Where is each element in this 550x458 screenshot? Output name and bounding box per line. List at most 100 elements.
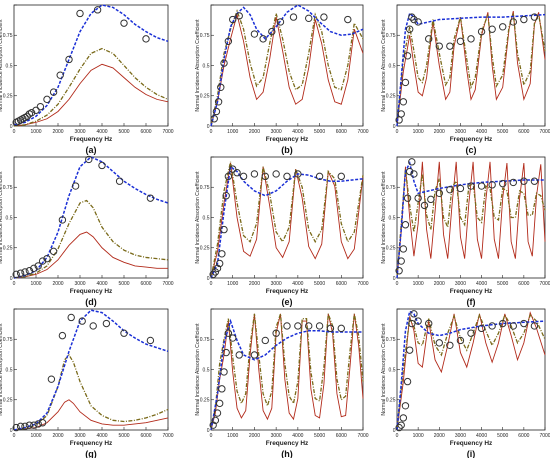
series-line-olive [210,313,364,431]
x-axis-label: Frequency Hz [70,440,113,447]
y-tick-label: 0 [207,428,210,434]
measured-point [435,339,443,347]
measured-point [76,9,84,18]
measured-point [213,409,222,417]
measured-point [146,336,155,345]
y-axis-label: Normal Incidence Absorption Coefficient [195,323,201,416]
measured-point [408,319,416,328]
panel-label: (i) [467,449,476,458]
measured-point [98,161,106,170]
plot-frame [210,156,364,279]
x-tick-label: 0 [396,129,399,135]
x-tick-label: 5000 [497,281,508,287]
x-tick-label: 6000 [518,433,529,439]
measured-point [220,59,228,67]
x-tick-label: 2000 [52,129,63,135]
measured-point [446,42,454,50]
measured-point [268,27,276,36]
measured-point [344,15,352,24]
x-tick-label: 7000 [357,129,368,135]
measured-point [403,52,412,60]
y-tick-label: 0.5 [6,63,13,69]
y-tick-label: 0.25 [200,94,210,100]
measured-point [272,329,280,337]
measured-point [93,6,102,14]
x-tick-label: 6000 [336,281,347,287]
y-tick-label: 0.5 [6,215,13,221]
x-tick-label: 4000 [96,281,107,287]
y-tick-label: 0.75 [200,185,210,191]
measured-point [289,13,298,21]
measured-point [446,185,454,194]
x-tick-label: 0 [210,433,213,439]
measured-point [32,106,40,114]
x-tick-label: 3000 [74,129,85,135]
measured-point [405,25,414,33]
y-tick-label: 0.25 [200,246,210,252]
series-line-blue [210,4,364,127]
measured-point [23,112,31,121]
measured-point [509,178,517,187]
x-tick-label: 7000 [539,281,550,287]
y-tick-label: 0.5 [389,63,396,69]
measured-point [397,110,405,118]
panel-label: (h) [281,449,293,458]
series-line-red [210,313,364,431]
x-tick-label: 7000 [539,129,550,135]
y-tick-label: 0.5 [389,215,396,221]
measured-point [414,317,422,325]
measured-point [456,336,465,345]
x-tick-label: 5000 [314,129,325,135]
measured-point [229,15,237,24]
measured-point [456,184,465,193]
measured-point [509,322,517,330]
x-tick-label: 4000 [96,129,107,135]
measured-point [215,259,224,268]
x-tick-label: 7000 [162,129,173,135]
measured-point [425,35,433,43]
y-axis-label: Normal Incidence Absorption Coefficient [381,19,387,112]
x-tick-label: 6000 [336,433,347,439]
measured-point [399,98,408,106]
x-tick-label: 2000 [434,129,445,135]
series-line-blue [210,318,363,431]
x-tick-label: 1000 [413,129,424,135]
x-tick-label: 6000 [140,129,151,135]
y-axis-label: Normal Incidence Absorption Coefficient [0,171,4,264]
x-tick-label: 1000 [227,281,238,287]
x-tick-label: 4000 [476,281,487,287]
x-tick-label: 2000 [249,281,260,287]
x-tick-label: 3000 [271,281,282,287]
series-line-olive [396,169,546,279]
measured-point [250,351,259,359]
panel-label: (d) [85,297,97,307]
measured-point [435,189,443,198]
measured-point [408,158,416,166]
measured-point [488,181,496,189]
panel-label: (g) [85,449,97,458]
measured-point [209,270,217,279]
x-tick-label: 3000 [74,281,85,287]
y-axis-label: Normal Incidence Absorption Coefficient [381,171,387,264]
measured-point [530,13,539,21]
measured-point [401,78,410,87]
measured-point [215,399,224,408]
measured-point [283,322,291,330]
x-tick-label: 0 [13,433,16,439]
measured-point [47,375,56,383]
series-line-blue [13,4,169,126]
measured-point [25,267,34,275]
measured-point [294,322,302,330]
x-tick-label: 5000 [118,281,129,287]
y-tick-label: 0.75 [3,337,13,343]
x-tick-label: 1000 [413,281,424,287]
measured-point [410,170,418,178]
measured-point [467,329,475,337]
x-tick-label: 7000 [357,281,368,287]
y-tick-label: 0.75 [386,33,396,39]
x-tick-label: 4000 [476,433,487,439]
measured-point [56,71,64,79]
y-tick-label: 0.25 [3,246,13,252]
series-line-red [13,63,169,127]
measured-point [261,172,269,181]
